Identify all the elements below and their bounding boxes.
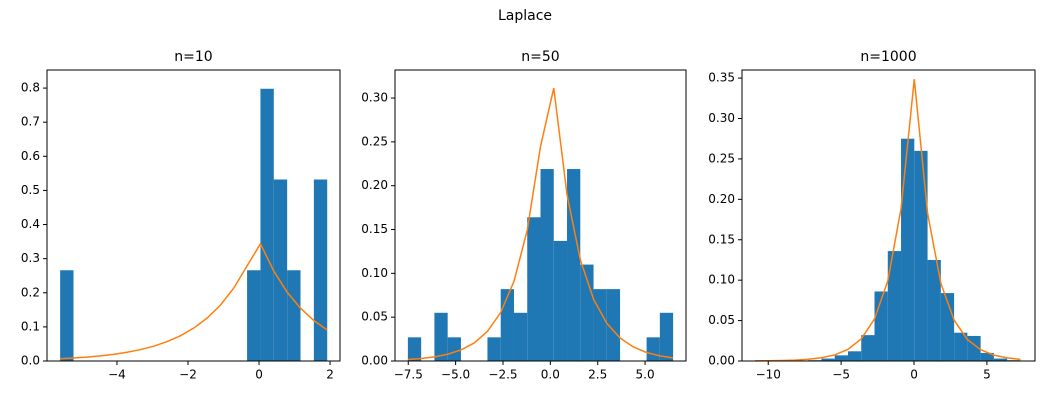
- y-tick-label: 0.35: [708, 71, 735, 85]
- bar: [567, 169, 581, 361]
- y-tick-label: 0.15: [361, 222, 388, 236]
- bar: [527, 217, 541, 361]
- y-tick-label: 0.6: [21, 149, 40, 163]
- x-tick-label: −4: [108, 368, 126, 382]
- bar: [980, 352, 994, 361]
- y-tick-label: 0.20: [708, 192, 735, 206]
- y-tick-label: 0.30: [361, 91, 388, 105]
- x-tick-label: −5.0: [441, 368, 470, 382]
- axes-frame: [394, 69, 687, 362]
- y-tick-label: 0.00: [708, 354, 735, 368]
- y-tick-label: 0.15: [708, 232, 735, 246]
- bar: [247, 270, 261, 361]
- bar: [313, 179, 328, 361]
- bar: [834, 355, 848, 361]
- density-line: [407, 87, 674, 361]
- bar: [954, 332, 968, 361]
- y-tick-label: 0.1: [21, 319, 40, 333]
- bar: [993, 358, 1008, 361]
- y-tick-label: 0.05: [361, 310, 388, 324]
- chart-title: n=50: [521, 49, 559, 65]
- x-tick-label: 0: [910, 368, 918, 382]
- bar: [287, 270, 301, 361]
- y-tick-label: 0.2: [21, 285, 40, 299]
- bar: [927, 259, 941, 361]
- bar: [273, 179, 288, 361]
- y-tick-label: 0.7: [21, 115, 40, 129]
- bar: [513, 312, 528, 361]
- x-tick-label: −10: [756, 368, 781, 382]
- bar: [487, 337, 501, 361]
- bar: [500, 289, 514, 361]
- x-tick-label: 5.0: [636, 368, 655, 382]
- bar: [606, 289, 621, 361]
- x-tick-label: 0.0: [541, 368, 560, 382]
- bar: [646, 337, 660, 361]
- y-tick-label: 0.5: [21, 183, 40, 197]
- bar: [914, 150, 928, 361]
- density-line: [755, 79, 1021, 362]
- x-tick-label: 5: [983, 368, 991, 382]
- x-tick-label: −2.5: [488, 368, 517, 382]
- bar: [434, 312, 448, 361]
- bar: [447, 337, 461, 361]
- y-tick-label: 0.3: [21, 251, 40, 265]
- bar: [593, 289, 607, 361]
- bar: [260, 88, 274, 362]
- y-tick-label: 0.30: [708, 111, 735, 125]
- bar: [540, 169, 554, 361]
- axes-frame: [741, 69, 1036, 362]
- chart-title: n=10: [174, 49, 212, 65]
- bar: [821, 358, 835, 361]
- bar: [847, 351, 862, 361]
- y-tick-label: 0.05: [708, 313, 735, 327]
- y-tick-label: 0.25: [708, 151, 735, 165]
- bar: [901, 138, 915, 361]
- bar: [659, 312, 674, 361]
- bar: [887, 251, 902, 361]
- y-tick-label: 0.00: [361, 354, 388, 368]
- x-tick-label: −5: [832, 368, 850, 382]
- y-tick-label: 0.25: [361, 134, 388, 148]
- y-tick-label: 0.4: [21, 217, 40, 231]
- bar: [407, 337, 422, 361]
- chart-title: n=1000: [860, 49, 916, 65]
- y-tick-label: 0.0: [21, 354, 40, 368]
- x-tick-label: −2: [179, 368, 197, 382]
- bar: [861, 335, 875, 361]
- x-tick-label: 2: [326, 368, 334, 382]
- bar: [553, 240, 568, 361]
- y-tick-label: 0.20: [361, 178, 388, 192]
- y-tick-label: 0.10: [708, 273, 735, 287]
- x-tick-label: 0: [255, 368, 263, 382]
- bar: [60, 270, 74, 361]
- y-tick-label: 0.10: [361, 266, 388, 280]
- y-tick-label: 0.8: [21, 81, 40, 95]
- figure-title: Laplace: [498, 8, 552, 24]
- x-tick-label: 2.5: [588, 368, 607, 382]
- axes-frame: [46, 69, 341, 362]
- density-line: [60, 242, 328, 360]
- x-tick-label: −7.5: [394, 368, 423, 382]
